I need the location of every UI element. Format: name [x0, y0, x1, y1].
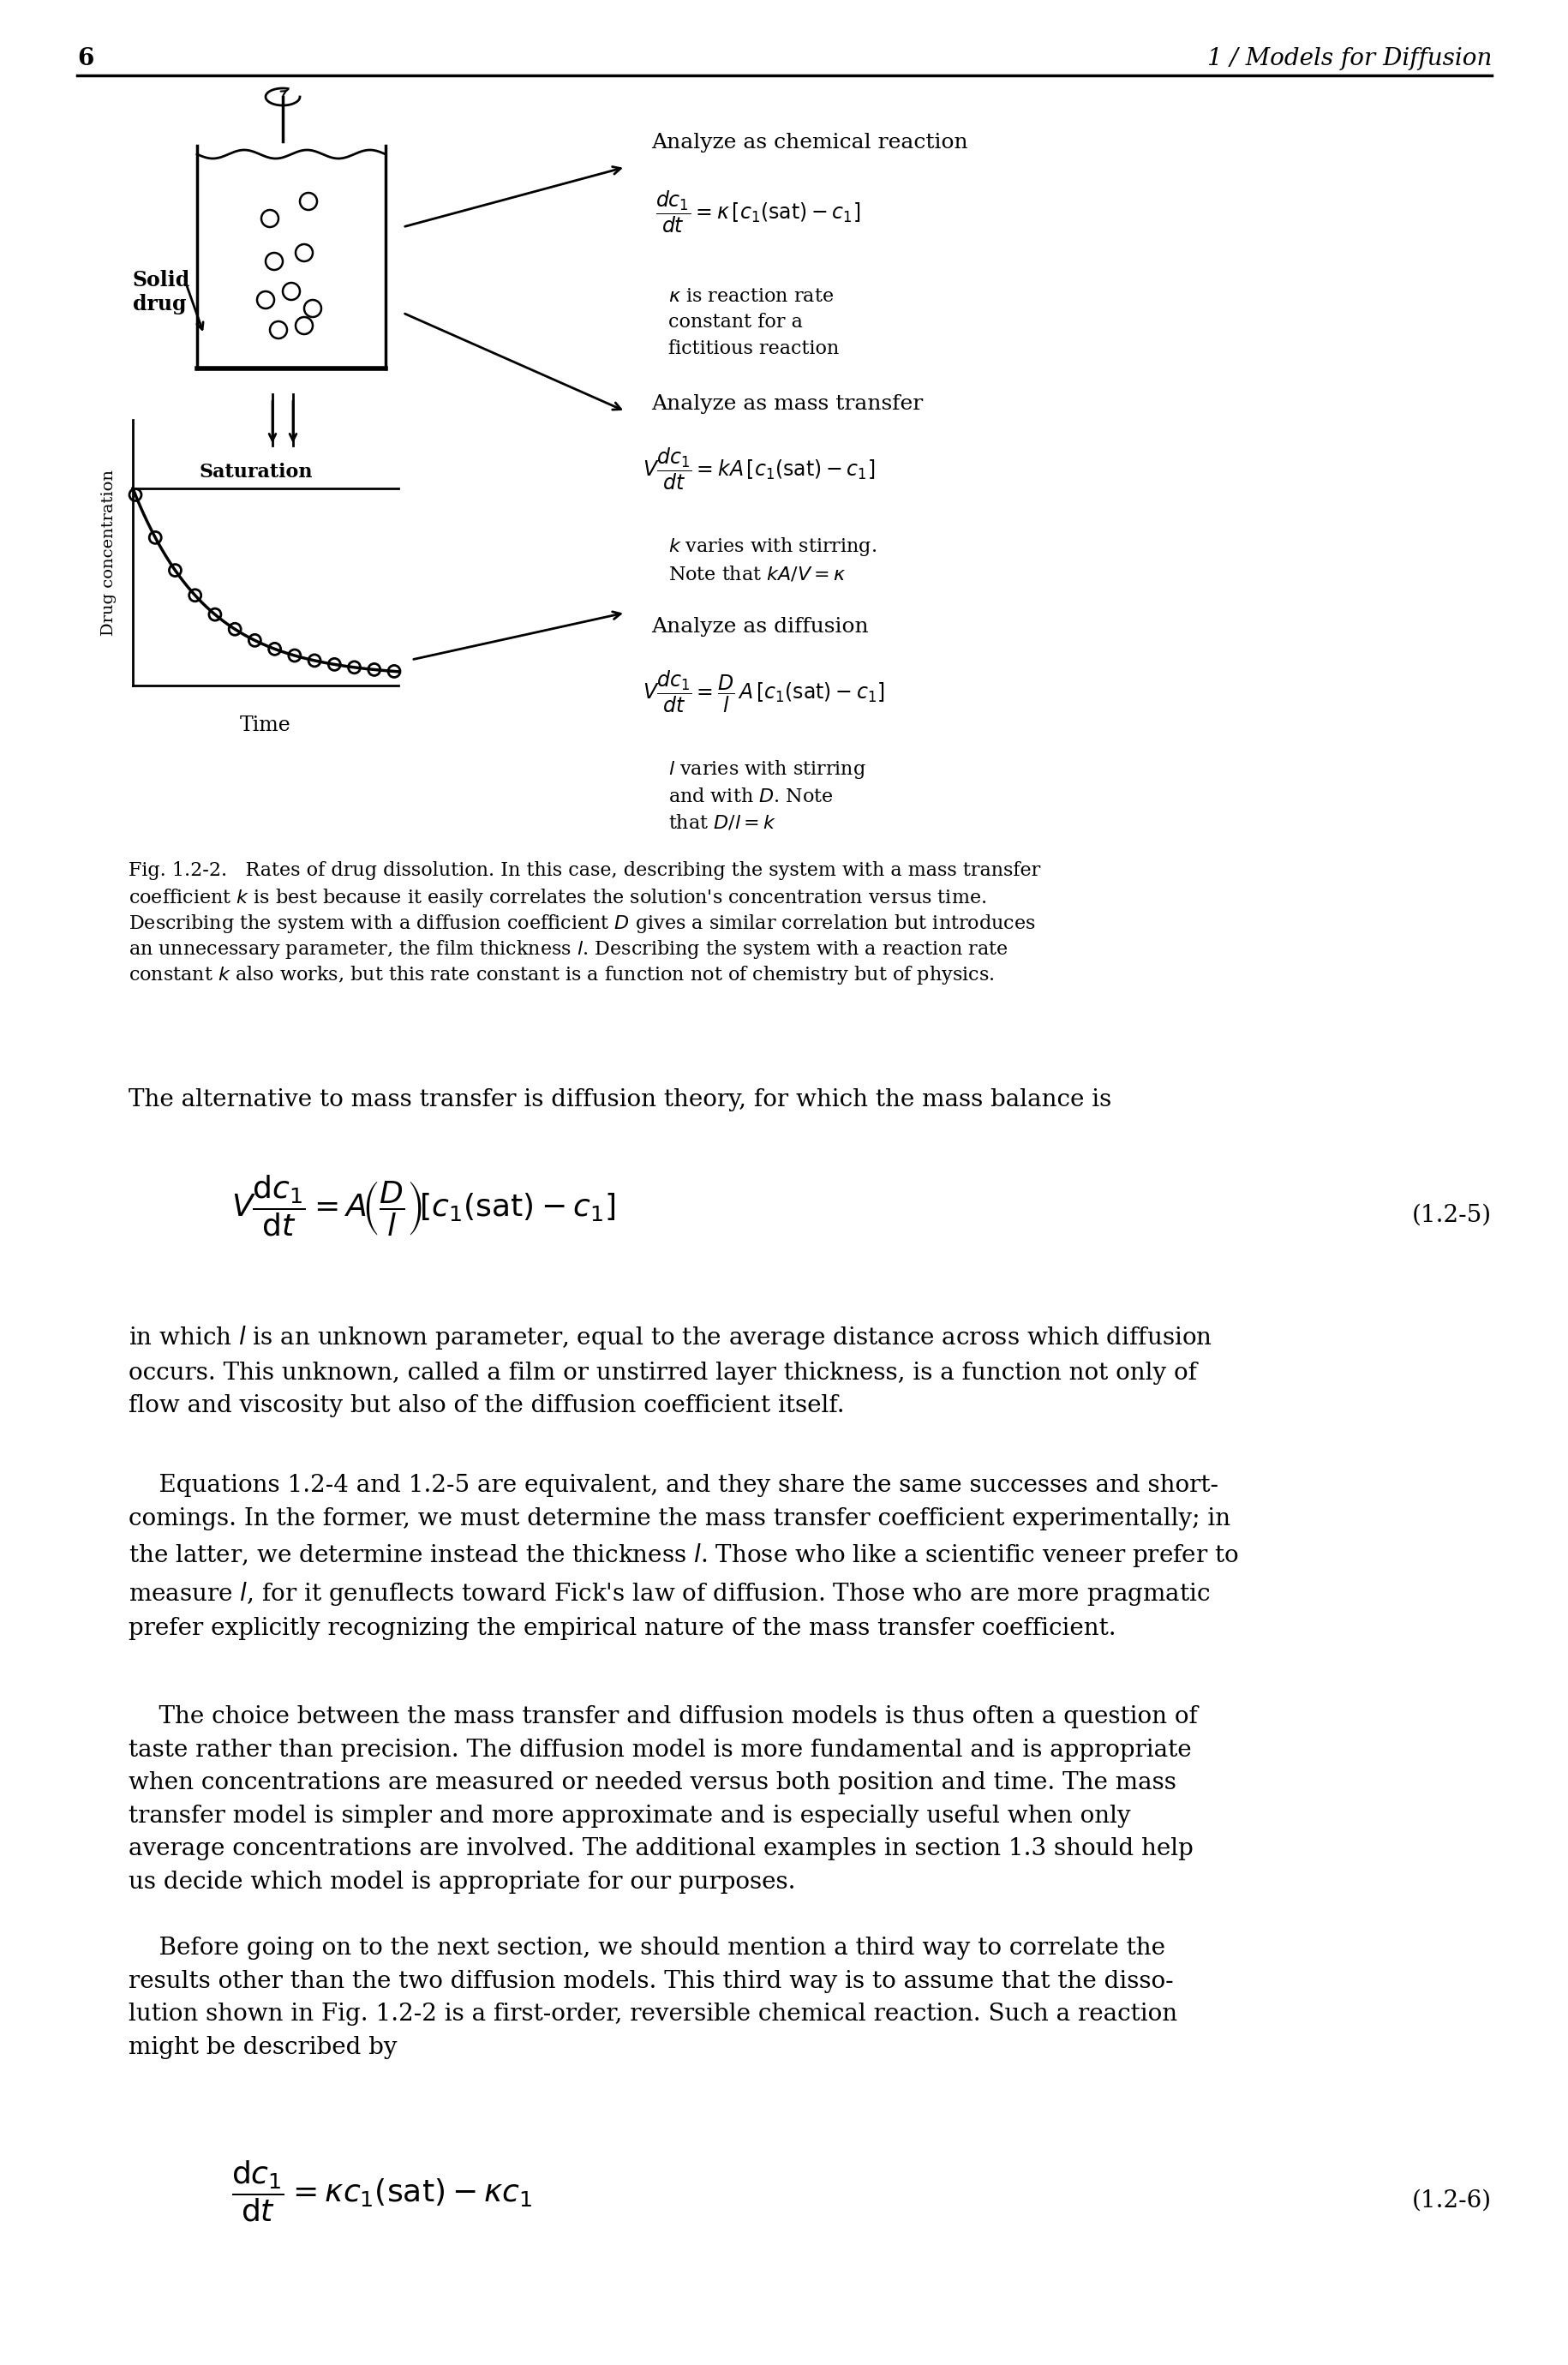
Text: 6: 6 [77, 47, 94, 71]
Text: Equations 1.2-4 and 1.2-5 are equivalent, and they share the same successes and : Equations 1.2-4 and 1.2-5 are equivalent… [129, 1473, 1239, 1641]
Text: Analyze as chemical reaction: Analyze as chemical reaction [651, 132, 967, 151]
Text: The choice between the mass transfer and diffusion models is thus often a questi: The choice between the mass transfer and… [129, 1705, 1196, 1894]
Text: in which $l$ is an unknown parameter, equal to the average distance across which: in which $l$ is an unknown parameter, eq… [129, 1324, 1212, 1417]
Text: Fig. 1.2-2.   Rates of drug dissolution. In this case, describing the system wit: Fig. 1.2-2. Rates of drug dissolution. I… [129, 861, 1040, 880]
Text: Before going on to the next section, we should mention a third way to correlate : Before going on to the next section, we … [129, 1937, 1176, 2060]
Text: Describing the system with a diffusion coefficient $D$ gives a similar correlati: Describing the system with a diffusion c… [129, 913, 1035, 934]
Text: Analyze as mass transfer: Analyze as mass transfer [651, 395, 922, 414]
Text: coefficient $k$ is best because it easily correlates the solution's concentratio: coefficient $k$ is best because it easil… [129, 887, 986, 908]
Text: $\dfrac{\mathrm{d}c_1}{\mathrm{d}t} = \kappa c_1(\mathrm{sat}) - \kappa c_1$: $\dfrac{\mathrm{d}c_1}{\mathrm{d}t} = \k… [230, 2159, 532, 2223]
Text: $\dfrac{dc_1}{dt} = \kappa\,[c_1(\mathrm{sat}) - c_1]$: $\dfrac{dc_1}{dt} = \kappa\,[c_1(\mathrm… [655, 189, 859, 234]
Text: $V\dfrac{dc_1}{dt} = \dfrac{D}{l}\,A\,[c_1(\mathrm{sat}) - c_1]$: $V\dfrac{dc_1}{dt} = \dfrac{D}{l}\,A\,[c… [643, 669, 884, 714]
Text: an unnecessary parameter, the film thickness $l$. Describing the system with a r: an unnecessary parameter, the film thick… [129, 939, 1008, 960]
Text: The alternative to mass transfer is diffusion theory, for which the mass balance: The alternative to mass transfer is diff… [129, 1088, 1110, 1112]
Text: (1.2-5): (1.2-5) [1411, 1204, 1491, 1227]
Text: Analyze as diffusion: Analyze as diffusion [651, 617, 869, 636]
Text: Saturation: Saturation [199, 464, 312, 482]
Text: Drug concentration: Drug concentration [100, 471, 116, 636]
Text: $k$ varies with stirring.
Note that $kA/V = \kappa$: $k$ varies with stirring. Note that $kA/… [668, 534, 877, 584]
Text: Solid
drug: Solid drug [133, 270, 190, 315]
Text: $V\dfrac{\mathrm{d}c_1}{\mathrm{d}t} = A\!\left(\dfrac{D}{l}\right)\!\left[c_1(\: $V\dfrac{\mathrm{d}c_1}{\mathrm{d}t} = A… [230, 1173, 615, 1239]
Text: $l$ varies with stirring
and with $D$. Note
that $D/l = k$: $l$ varies with stirring and with $D$. N… [668, 759, 866, 832]
Text: 1 / Models for Diffusion: 1 / Models for Diffusion [1206, 47, 1491, 71]
Text: $\kappa$ is reaction rate
constant for a
fictitious reaction: $\kappa$ is reaction rate constant for a… [668, 286, 839, 357]
Text: $V\dfrac{dc_1}{dt} = kA\,[c_1(\mathrm{sat}) - c_1]$: $V\dfrac{dc_1}{dt} = kA\,[c_1(\mathrm{sa… [643, 445, 875, 492]
Text: constant $k$ also works, but this rate constant is a function not of chemistry b: constant $k$ also works, but this rate c… [129, 965, 994, 986]
Text: Time: Time [240, 717, 292, 736]
Text: (1.2-6): (1.2-6) [1411, 2190, 1491, 2214]
